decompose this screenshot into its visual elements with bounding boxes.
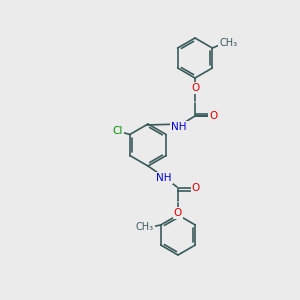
Text: CH₃: CH₃	[219, 38, 237, 48]
Text: NH: NH	[171, 122, 187, 132]
Text: O: O	[192, 183, 200, 193]
Text: CH₃: CH₃	[136, 222, 154, 232]
Text: NH: NH	[171, 122, 187, 132]
Text: Cl: Cl	[112, 125, 123, 136]
Text: O: O	[191, 83, 199, 93]
Text: NH: NH	[156, 173, 172, 183]
Text: O: O	[174, 208, 182, 218]
Text: O: O	[209, 111, 217, 121]
